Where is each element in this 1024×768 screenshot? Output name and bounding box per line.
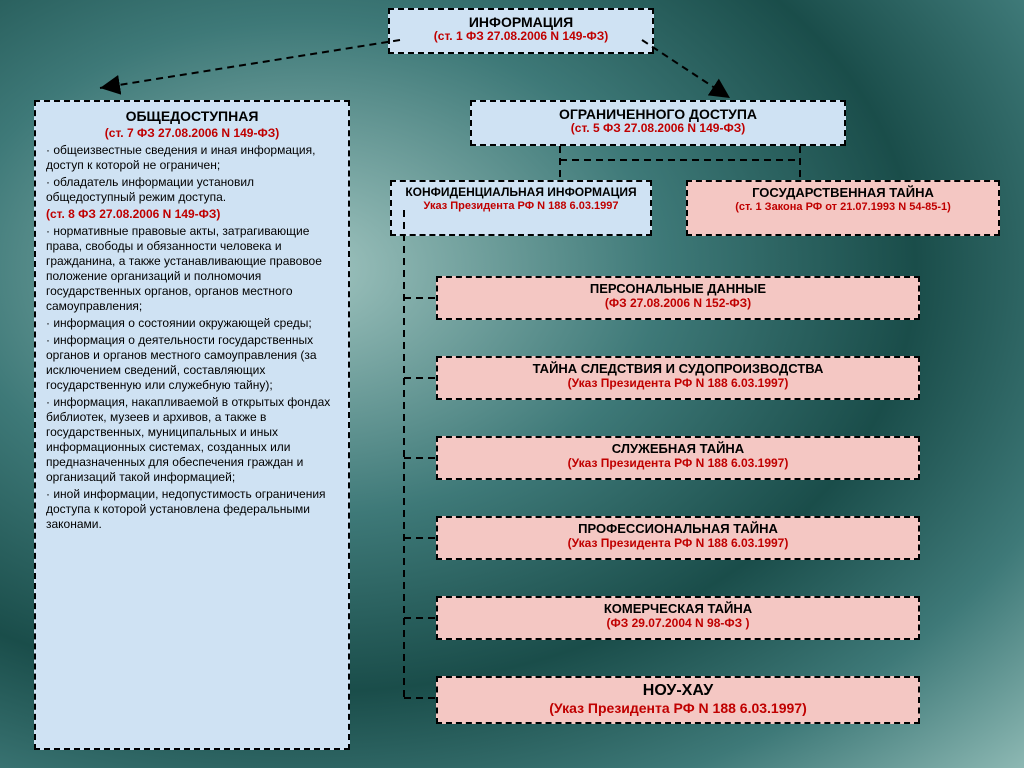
node-commercial: КОМЕРЧЕСКАЯ ТАЙНА(ФЗ 29.07.2004 N 98-ФЗ … — [436, 596, 920, 640]
node-professional-sub: (Указ Президента РФ N 188 6.03.1997) — [444, 537, 912, 551]
node-restricted-sub: (ст. 5 ФЗ 27.08.2006 N 149-ФЗ) — [478, 122, 838, 136]
list-item: · информация о состоянии окружающей сред… — [46, 316, 338, 331]
list-item: · нормативные правовые акты, затрагивающ… — [46, 224, 338, 314]
node-personal-sub: (ФЗ 27.08.2006 N 152-ФЗ) — [444, 297, 912, 311]
node-statesecret: ГОСУДАРСТВЕННАЯ ТАЙНА(ст. 1 Закона РФ от… — [686, 180, 1000, 236]
node-root-title: ИНФОРМАЦИЯ — [396, 14, 646, 30]
node-root-sub: (ст. 1 ФЗ 27.08.2006 N 149-ФЗ) — [396, 30, 646, 44]
node-restricted-title: ОГРАНИЧЕННОГО ДОСТУПА — [478, 106, 838, 122]
list-item: · информация о деятельности государствен… — [46, 333, 338, 393]
node-knowhow-sub: (Указ Президента РФ N 188 6.03.1997) — [444, 700, 912, 716]
node-commercial-title: КОМЕРЧЕСКАЯ ТАЙНА — [444, 602, 912, 617]
public-law-2: (ст. 8 ФЗ 27.08.2006 N 149-ФЗ) — [46, 207, 338, 222]
node-confidential-sub: Указ Президента РФ N 188 6.03.1997 — [398, 200, 644, 213]
node-investigation-title: ТАЙНА СЛЕДСТВИЯ И СУДОПРОИЗВОДСТВА — [444, 362, 912, 377]
public-items-2: · нормативные правовые акты, затрагивающ… — [46, 224, 338, 532]
list-item: · обладатель информации установил общедо… — [46, 175, 338, 205]
node-personal-title: ПЕРСОНАЛЬНЫЕ ДАННЫЕ — [444, 282, 912, 297]
list-item: · информация, накапливаемой в открытых ф… — [46, 395, 338, 485]
panel-public-info: ОБЩЕДОСТУПНАЯ (ст. 7 ФЗ 27.08.2006 N 149… — [34, 100, 350, 750]
node-statesecret-title: ГОСУДАРСТВЕННАЯ ТАЙНА — [694, 186, 992, 201]
node-confidential-title: КОНФИДЕНЦИАЛЬНАЯ ИНФОРМАЦИЯ — [398, 186, 644, 200]
node-service-title: СЛУЖЕБНАЯ ТАЙНА — [444, 442, 912, 457]
public-title: ОБЩЕДОСТУПНАЯ — [46, 108, 338, 126]
node-service: СЛУЖЕБНАЯ ТАЙНА(Указ Президента РФ N 188… — [436, 436, 920, 480]
node-knowhow-title: НОУ-ХАУ — [444, 682, 912, 700]
node-confidential: КОНФИДЕНЦИАЛЬНАЯ ИНФОРМАЦИЯУказ Президен… — [390, 180, 652, 236]
public-law-1: (ст. 7 ФЗ 27.08.2006 N 149-ФЗ) — [46, 126, 338, 141]
edge — [100, 40, 400, 88]
edge — [404, 210, 436, 698]
public-items-1: · общеизвестные сведения и иная информац… — [46, 143, 338, 205]
node-investigation-sub: (Указ Президента РФ N 188 6.03.1997) — [444, 377, 912, 391]
node-professional: ПРОФЕССИОНАЛЬНАЯ ТАЙНА(Указ Президента Р… — [436, 516, 920, 560]
edge — [642, 40, 730, 98]
node-personal: ПЕРСОНАЛЬНЫЕ ДАННЫЕ(ФЗ 27.08.2006 N 152-… — [436, 276, 920, 320]
list-item: · общеизвестные сведения и иная информац… — [46, 143, 338, 173]
node-statesecret-sub: (ст. 1 Закона РФ от 21.07.1993 N 54-85-1… — [694, 201, 992, 214]
node-investigation: ТАЙНА СЛЕДСТВИЯ И СУДОПРОИЗВОДСТВА(Указ … — [436, 356, 920, 400]
node-commercial-sub: (ФЗ 29.07.2004 N 98-ФЗ ) — [444, 617, 912, 631]
node-service-sub: (Указ Президента РФ N 188 6.03.1997) — [444, 457, 912, 471]
node-root: ИНФОРМАЦИЯ (ст. 1 ФЗ 27.08.2006 N 149-ФЗ… — [388, 8, 654, 54]
node-restricted: ОГРАНИЧЕННОГО ДОСТУПА(ст. 5 ФЗ 27.08.200… — [470, 100, 846, 146]
list-item: · иной информации, недопустимость ограни… — [46, 487, 338, 532]
node-professional-title: ПРОФЕССИОНАЛЬНАЯ ТАЙНА — [444, 522, 912, 537]
node-knowhow: НОУ-ХАУ(Указ Президента РФ N 188 6.03.19… — [436, 676, 920, 724]
